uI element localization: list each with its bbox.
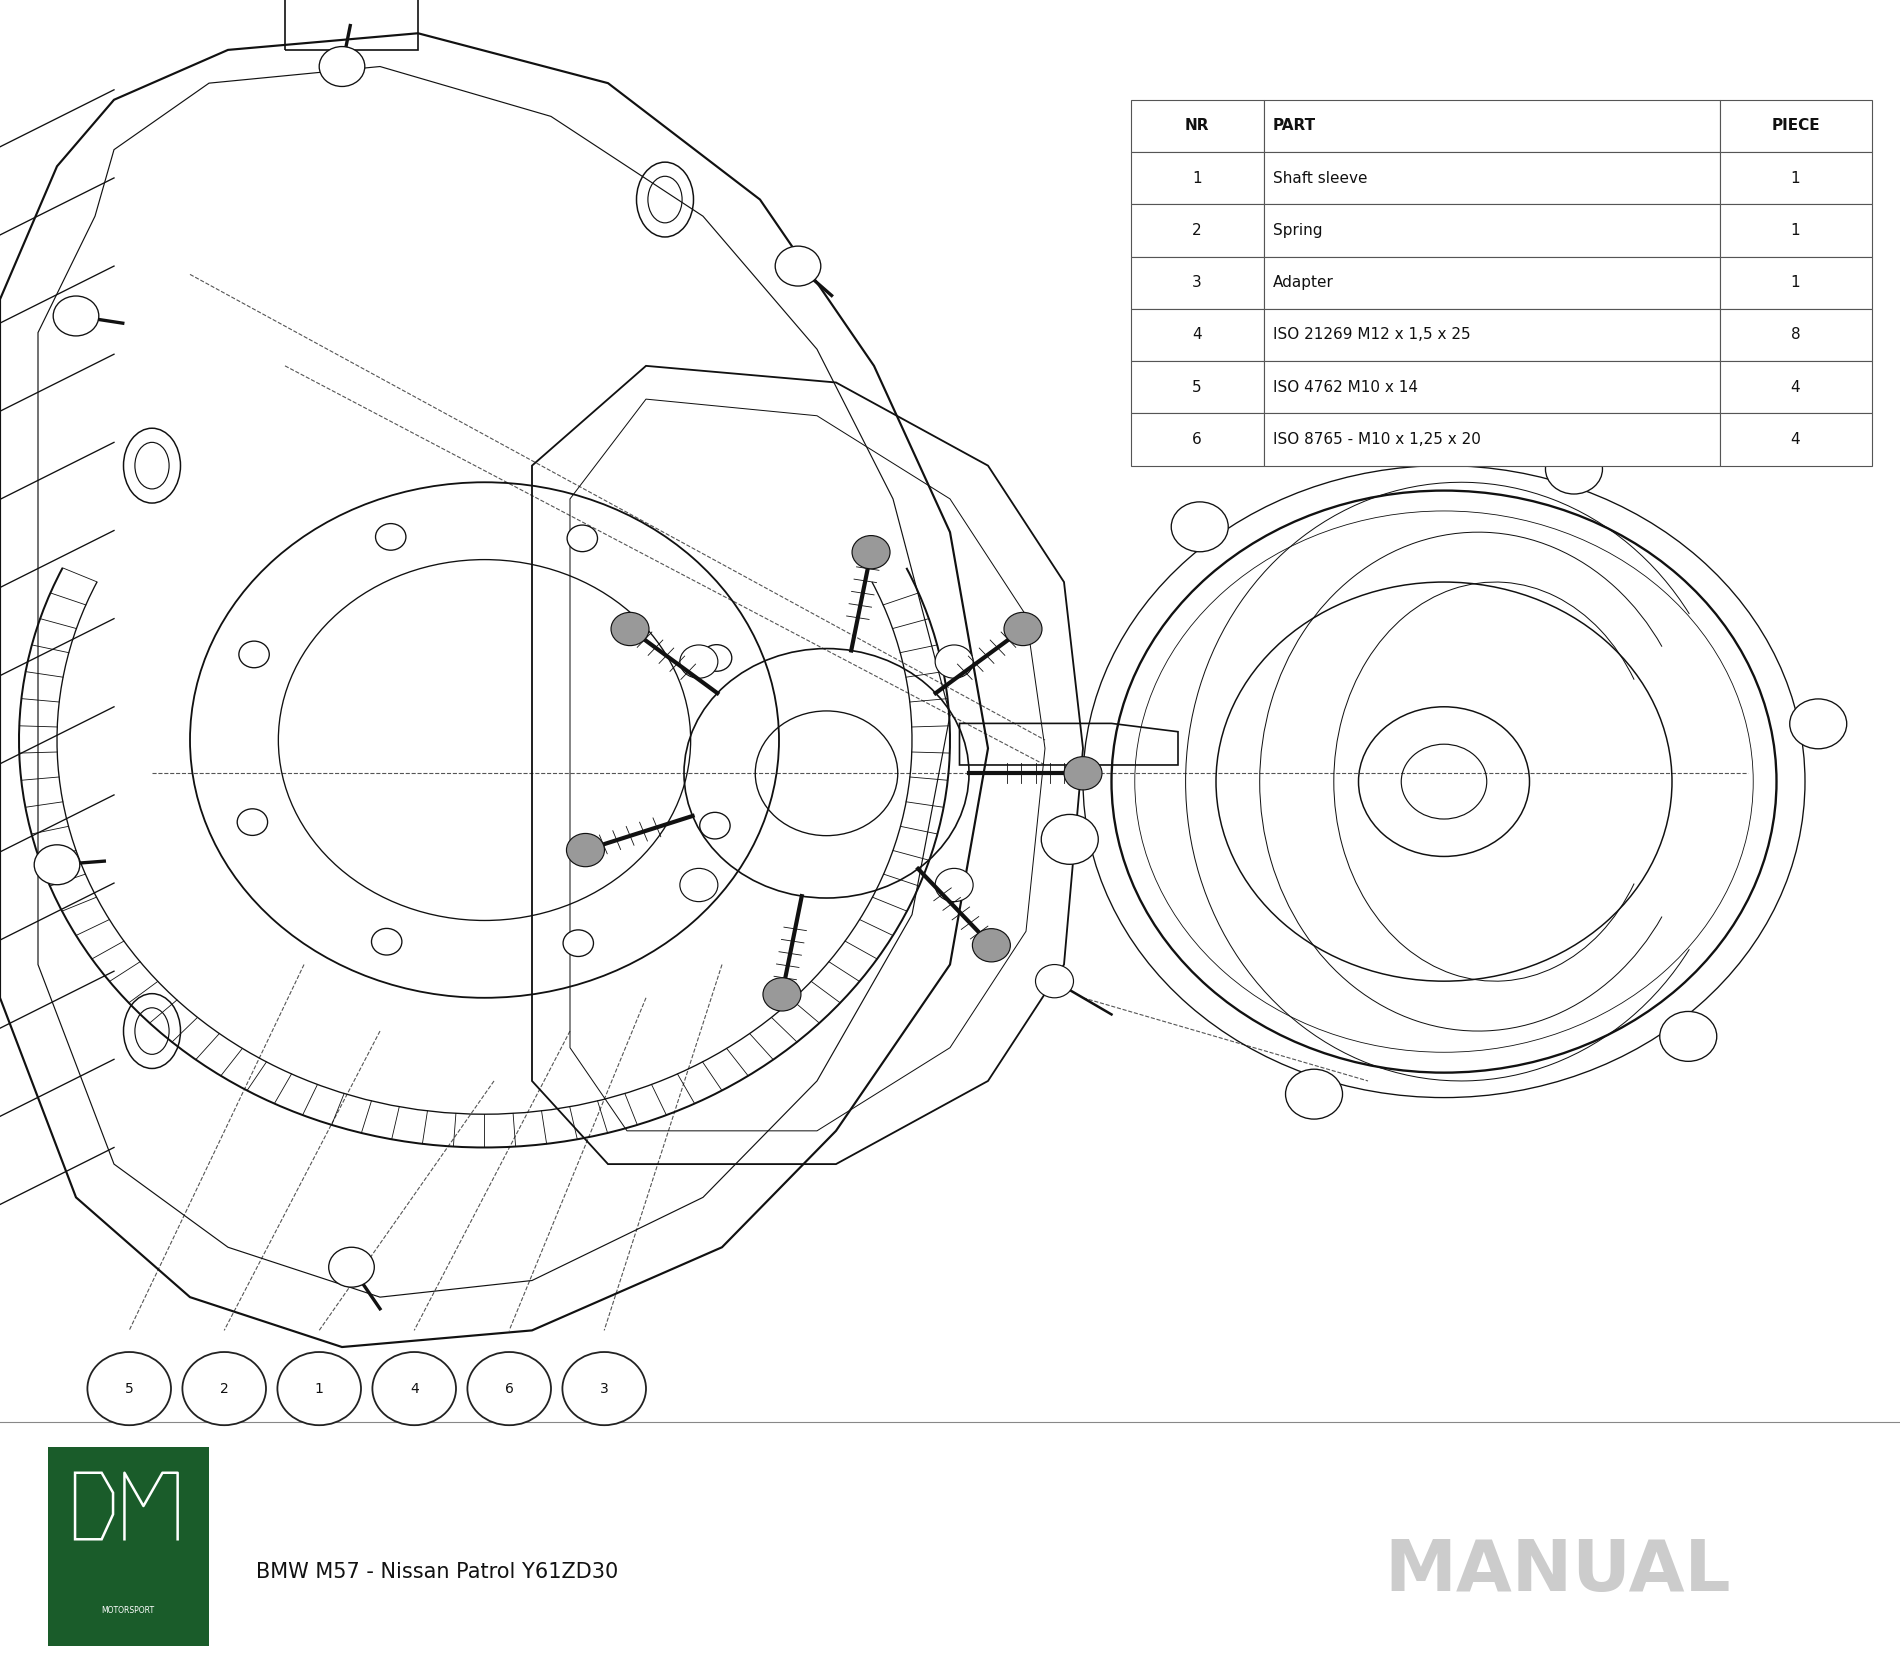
Bar bbox=[1720, 205, 1872, 256]
Text: 4: 4 bbox=[1790, 379, 1801, 394]
Text: ISO 4762 M10 x 14: ISO 4762 M10 x 14 bbox=[1273, 379, 1417, 394]
Text: 8: 8 bbox=[1790, 328, 1801, 343]
Text: 1: 1 bbox=[1191, 171, 1203, 186]
Text: Adapter: Adapter bbox=[1273, 274, 1334, 291]
Bar bbox=[1720, 100, 1872, 151]
Circle shape bbox=[319, 47, 365, 86]
Circle shape bbox=[1064, 757, 1102, 790]
Text: 6: 6 bbox=[1191, 432, 1203, 447]
Bar bbox=[1720, 151, 1872, 205]
Bar bbox=[1720, 414, 1872, 466]
Circle shape bbox=[238, 808, 268, 835]
Circle shape bbox=[612, 612, 650, 645]
Text: 2: 2 bbox=[220, 1382, 228, 1395]
Circle shape bbox=[329, 1247, 374, 1287]
Text: Spring: Spring bbox=[1273, 223, 1322, 238]
Bar bbox=[1264, 205, 1720, 256]
Circle shape bbox=[566, 526, 597, 552]
Bar bbox=[1264, 151, 1720, 205]
Circle shape bbox=[34, 845, 80, 885]
Circle shape bbox=[467, 1352, 551, 1425]
Circle shape bbox=[935, 868, 973, 901]
Text: 1: 1 bbox=[1790, 171, 1801, 186]
Bar bbox=[1130, 361, 1264, 414]
Text: 5: 5 bbox=[125, 1382, 133, 1395]
Text: 1: 1 bbox=[315, 1382, 323, 1395]
Text: ISO 21269 M12 x 1,5 x 25: ISO 21269 M12 x 1,5 x 25 bbox=[1273, 328, 1471, 343]
Text: 3: 3 bbox=[1191, 274, 1203, 291]
Text: 3: 3 bbox=[600, 1382, 608, 1395]
Text: ISO 8765 - M10 x 1,25 x 20: ISO 8765 - M10 x 1,25 x 20 bbox=[1273, 432, 1480, 447]
Bar bbox=[1264, 414, 1720, 466]
Bar bbox=[1720, 256, 1872, 309]
Circle shape bbox=[372, 1352, 456, 1425]
Circle shape bbox=[764, 978, 802, 1011]
Bar bbox=[1130, 309, 1264, 361]
Circle shape bbox=[562, 1352, 646, 1425]
Circle shape bbox=[1036, 965, 1073, 998]
Circle shape bbox=[239, 642, 270, 669]
Circle shape bbox=[1003, 612, 1041, 645]
Circle shape bbox=[53, 296, 99, 336]
Text: 4: 4 bbox=[410, 1382, 418, 1395]
Circle shape bbox=[376, 524, 407, 550]
Circle shape bbox=[680, 868, 718, 901]
Bar bbox=[1264, 256, 1720, 309]
Circle shape bbox=[775, 246, 821, 286]
Circle shape bbox=[562, 930, 593, 956]
Circle shape bbox=[1286, 1069, 1343, 1119]
Bar bbox=[1264, 100, 1720, 151]
Bar bbox=[1130, 151, 1264, 205]
Bar bbox=[1264, 309, 1720, 361]
Circle shape bbox=[1170, 502, 1227, 552]
Circle shape bbox=[277, 1352, 361, 1425]
Circle shape bbox=[680, 645, 718, 679]
Circle shape bbox=[851, 535, 889, 569]
Bar bbox=[1130, 100, 1264, 151]
Text: 4: 4 bbox=[1191, 328, 1203, 343]
Circle shape bbox=[701, 645, 732, 672]
Text: MOTORSPORT: MOTORSPORT bbox=[103, 1606, 154, 1615]
Circle shape bbox=[1041, 815, 1098, 865]
Circle shape bbox=[1661, 1011, 1718, 1061]
Circle shape bbox=[1790, 698, 1847, 748]
Circle shape bbox=[935, 645, 973, 679]
Text: 6: 6 bbox=[505, 1382, 513, 1395]
Text: 1: 1 bbox=[1790, 274, 1801, 291]
Text: 5: 5 bbox=[1191, 379, 1203, 394]
Circle shape bbox=[1545, 444, 1602, 494]
Circle shape bbox=[87, 1352, 171, 1425]
Bar bbox=[1720, 361, 1872, 414]
Circle shape bbox=[182, 1352, 266, 1425]
Bar bbox=[1130, 256, 1264, 309]
Circle shape bbox=[372, 928, 403, 955]
Circle shape bbox=[973, 928, 1011, 961]
FancyBboxPatch shape bbox=[48, 1447, 209, 1646]
Circle shape bbox=[566, 833, 604, 866]
Text: PIECE: PIECE bbox=[1771, 118, 1820, 133]
Text: NR: NR bbox=[1186, 118, 1208, 133]
Text: 1: 1 bbox=[1790, 223, 1801, 238]
Text: 2: 2 bbox=[1191, 223, 1203, 238]
Bar bbox=[1264, 361, 1720, 414]
Bar bbox=[1720, 309, 1872, 361]
Bar bbox=[1130, 205, 1264, 256]
Text: MANUAL: MANUAL bbox=[1385, 1537, 1731, 1606]
Text: Shaft sleeve: Shaft sleeve bbox=[1273, 171, 1368, 186]
Text: 4: 4 bbox=[1790, 432, 1801, 447]
Text: BMW M57 - Nissan Patrol Y61ZD30: BMW M57 - Nissan Patrol Y61ZD30 bbox=[256, 1562, 619, 1582]
Bar bbox=[1130, 414, 1264, 466]
Circle shape bbox=[699, 812, 730, 838]
Text: PART: PART bbox=[1273, 118, 1317, 133]
